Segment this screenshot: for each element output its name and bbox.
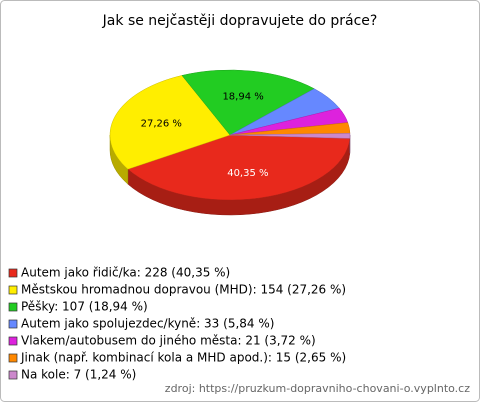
slice-label: 18,94 % xyxy=(222,92,263,103)
legend-label: Pěšky: 107 (18,94 %) xyxy=(21,300,148,314)
legend-swatch xyxy=(8,353,18,363)
slice-label: 27,26 % xyxy=(141,118,182,129)
legend-label: Autem jako řidič/ka: 228 (40,35 %) xyxy=(21,266,230,280)
legend-label: Jinak (např. kombinací kola a MHD apod.)… xyxy=(20,351,346,365)
chart-title: Jak se nejčastěji dopravujete do práce? xyxy=(102,13,378,29)
slice xyxy=(109,75,231,170)
slice-label: 40,35 % xyxy=(227,168,268,179)
slice xyxy=(127,134,351,201)
source: zdroj: https://pruzkum-dopravniho-chovan… xyxy=(165,382,470,395)
legend-swatch xyxy=(8,302,18,312)
legend-swatch xyxy=(8,285,18,295)
legend-swatch xyxy=(8,336,18,346)
legend-label: Městskou hromadnou dopravou (MHD): 154 (… xyxy=(21,283,346,297)
legend-label: Vlakem/autobusem do jiného města: 21 (3,… xyxy=(21,334,316,348)
legend-label: Autem jako spolujezdec/kyně: 33 (5,84 %) xyxy=(21,317,274,331)
legend-label: Na kole: 7 (1,24 %) xyxy=(21,368,136,382)
legend-swatch xyxy=(8,319,18,329)
legend-swatch xyxy=(8,268,18,278)
slice xyxy=(229,133,351,139)
slice xyxy=(181,69,315,136)
legend-swatch xyxy=(8,370,18,380)
